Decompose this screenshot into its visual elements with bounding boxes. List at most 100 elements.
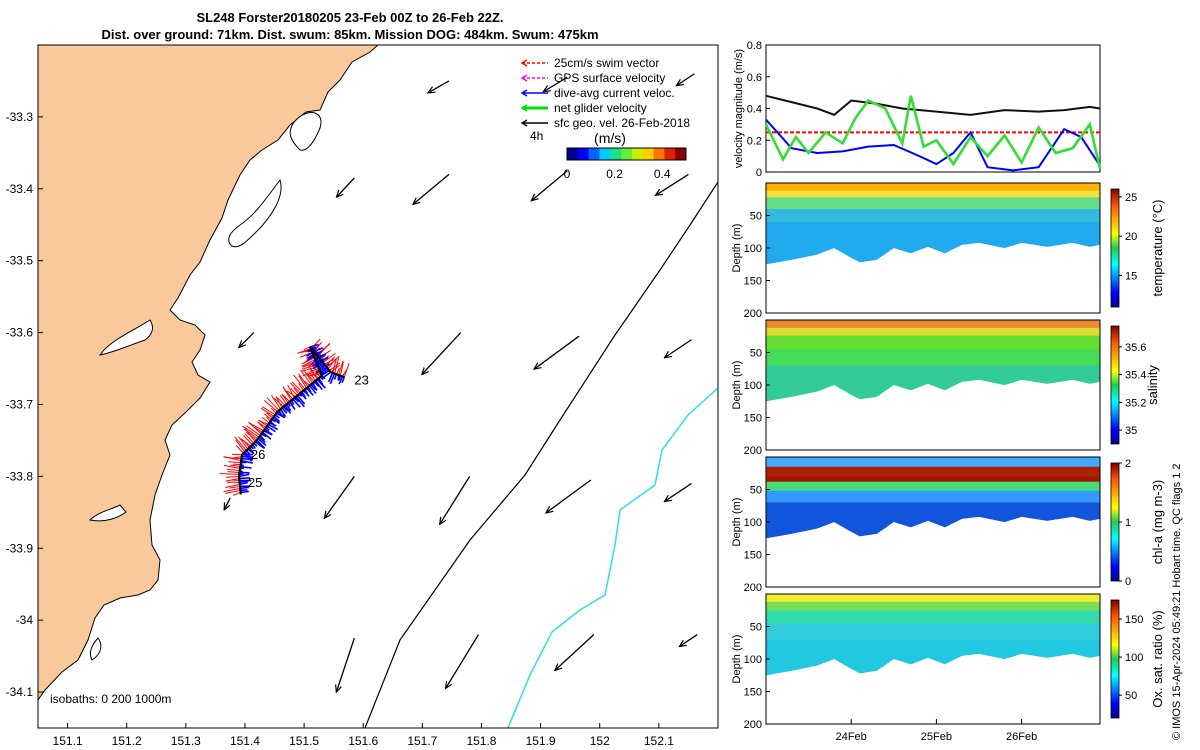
depth-tick-label: 50 [750, 485, 762, 497]
current-vector [305, 387, 314, 396]
swim-vector [270, 407, 277, 414]
current-vector [262, 431, 272, 440]
current-arrow [676, 73, 695, 86]
current-arrow [664, 339, 692, 358]
current-vector [318, 363, 330, 370]
map-x-tick-label: 151.3 [171, 734, 201, 748]
colorbar-tick-label: 50 [1125, 690, 1137, 702]
map-x-tick-label: 151.5 [289, 734, 319, 748]
day-label: 25 [248, 475, 262, 490]
heatmap-band [766, 610, 1100, 624]
swim-vector-fan [219, 338, 350, 496]
swim-vector [242, 425, 260, 438]
swim-vector [301, 357, 315, 365]
swim-vector [287, 384, 295, 399]
map-x-tick-label: 151.1 [53, 734, 83, 748]
depth-tick-label: 150 [744, 687, 762, 699]
velocity-y-tick-label: 0.4 [747, 104, 762, 116]
current-vector [269, 422, 277, 427]
current-vector [267, 423, 279, 431]
day-labels: 23 26 25 [248, 372, 369, 490]
map-y-tick-label: -33.3 [6, 110, 34, 124]
colorbar-tick-label: 0.4 [654, 167, 671, 181]
swim-vector [323, 358, 335, 365]
day-label: 23 [354, 372, 368, 387]
swim-vector [301, 359, 316, 368]
swim-vector [226, 468, 240, 471]
legend-label: dive-avg current veloc. [554, 86, 675, 100]
swim-vector [279, 394, 288, 405]
depth-tick-label: 150 [744, 276, 762, 288]
map-x-tick-label: 151.4 [230, 734, 260, 748]
current-vector [314, 353, 327, 359]
velocity-axes-frame [765, 44, 1101, 173]
current-arrow [224, 497, 231, 510]
current-arrow [336, 637, 355, 692]
swim-vector [266, 412, 274, 419]
heatmap-band [766, 335, 1100, 350]
current-arrow [413, 173, 450, 204]
current-arrow [336, 177, 355, 197]
current-arrow [422, 332, 462, 375]
swim-vector [298, 373, 309, 388]
map-x-tick-label: 151.8 [466, 734, 496, 748]
current-arrow [555, 634, 595, 671]
swim-vector [262, 406, 276, 416]
swim-vector [238, 436, 249, 450]
depth-axis-label: Depth (m) [731, 635, 743, 684]
figure-title-line2: Dist. over ground: 71km. Dist. swum: 85k… [101, 27, 599, 42]
panel-colorbar [1110, 325, 1120, 445]
swim-vector [261, 417, 270, 424]
current-vector [240, 465, 252, 469]
swim-vector [234, 436, 247, 451]
swim-vector [341, 368, 348, 377]
coastline-land [38, 45, 379, 701]
swim-vector [308, 371, 317, 381]
depth-tick-label: 200 [744, 582, 762, 594]
legend-swatch-head [520, 104, 528, 112]
date-tick-label: 25Feb [921, 731, 952, 743]
current-arrow [679, 633, 698, 647]
map-y-tick-label: -33.7 [6, 397, 34, 411]
map-x-tick-label: 151.7 [407, 734, 437, 748]
velocity-y-tick-label: 0.8 [747, 40, 762, 52]
isobaths-label: isobaths: 0 200 1000m [50, 692, 171, 706]
swim-vector [293, 387, 300, 395]
current-vector [240, 486, 250, 490]
map-y-tick-label: -33.6 [6, 326, 34, 340]
swim-vector [245, 428, 256, 443]
figure-title-line1: SL248 Forster20180205 23-Feb 00Z to 26-F… [196, 10, 504, 25]
current-vector [292, 398, 301, 408]
colorbar-tick-label: 35 [1125, 425, 1137, 437]
heatmap-panel: 50 100 150 200 Depth (m) 25 20 15 temperature (°… [731, 182, 1165, 320]
current-vector-fan [238, 343, 346, 494]
heatmap-band [766, 327, 1100, 337]
swim-vector [303, 369, 314, 384]
colorbar-segment [621, 148, 633, 160]
current-vector [289, 401, 296, 410]
colorbar-tick-label: 35.4 [1125, 370, 1146, 382]
depth-tick-label: 200 [744, 445, 762, 457]
swim-vector [258, 419, 268, 427]
current-vector [310, 383, 317, 391]
swim-vector [290, 387, 298, 396]
swim-vector [326, 355, 340, 368]
swim-vector [257, 421, 266, 430]
map-y-tick-label: -33.8 [6, 469, 34, 483]
current-arrow [239, 332, 255, 348]
map-frame [37, 44, 719, 729]
current-arrow [664, 483, 692, 502]
legend-swatch-head [520, 119, 528, 127]
swim-vector [263, 413, 273, 421]
imos-credit: © IMOS 15-Apr-2024 05:49:21 Hobart time.… [1171, 463, 1183, 740]
heatmap-band [766, 490, 1100, 503]
map-x-axis: 151.1 151.2 151.3 151.4 151.5 151.6 151.7 151.8… [53, 723, 674, 748]
heatmap-band [766, 320, 1100, 329]
heatmap-band [766, 601, 1100, 611]
swim-vector [232, 491, 241, 496]
swim-vector [282, 386, 292, 401]
current-arrow [446, 634, 480, 689]
map-y-tick-label: -33.5 [6, 254, 34, 268]
